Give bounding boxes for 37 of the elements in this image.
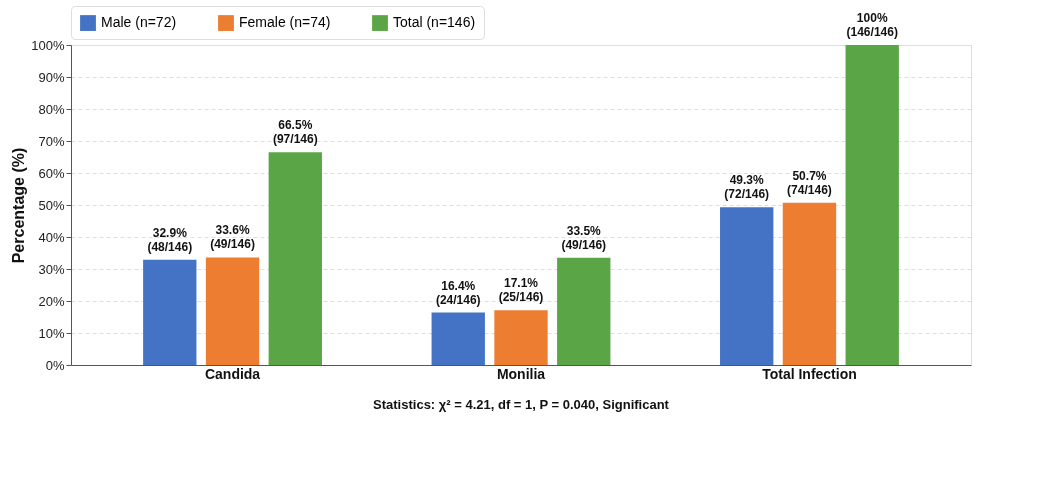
- y-tick-label: 100%: [31, 37, 65, 53]
- data-label: 50.7% (74/146): [787, 168, 832, 197]
- data-label: 33.6% (49/146): [210, 223, 255, 252]
- y-tick-label: 20%: [38, 293, 65, 309]
- data-label: 33.5% (49/146): [561, 223, 607, 252]
- bar: [782, 202, 837, 365]
- bar: [205, 257, 260, 365]
- y-tick-label: 60%: [38, 165, 65, 181]
- y-tick-label: 90%: [38, 69, 65, 85]
- y-tick-label: 50%: [38, 197, 65, 213]
- y-tick-label: 30%: [38, 261, 65, 277]
- legend-label: Female (n=74): [239, 14, 331, 31]
- bar: [431, 312, 485, 365]
- data-label: 66.5% (97/146): [272, 118, 318, 147]
- bar: [143, 259, 197, 365]
- data-label: 49.3% (72/146): [724, 173, 770, 202]
- x-tick-label: Monilia: [496, 365, 546, 382]
- y-tick-label: 40%: [38, 229, 65, 245]
- legend-label: Total (n=146): [393, 14, 476, 31]
- x-tick-label: Total Infection: [762, 365, 857, 382]
- y-axis-title: Percentage (%): [10, 147, 28, 264]
- bar: [494, 310, 548, 365]
- data-label: 32.9% (48/146): [147, 225, 193, 254]
- legend-label: Male (n=72): [101, 14, 177, 31]
- text: Statistics: χ² = 4.21, df = 1, P = 0.040, Significant: [373, 397, 670, 412]
- data-label: 16.4% (24/146): [435, 278, 481, 307]
- bar: [268, 152, 322, 365]
- y-tick-label: 10%: [38, 325, 65, 341]
- bar: [557, 257, 611, 365]
- data-label: 100% (146/146): [846, 11, 898, 39]
- y-tick-label: 0%: [45, 357, 65, 373]
- bar: [845, 45, 899, 365]
- bar: [720, 207, 774, 365]
- y-tick-label: 80%: [38, 101, 65, 117]
- y-tick-label: 70%: [38, 133, 65, 149]
- data-label: 17.1% (25/146): [498, 276, 544, 305]
- x-tick-label: Candida: [204, 365, 261, 382]
